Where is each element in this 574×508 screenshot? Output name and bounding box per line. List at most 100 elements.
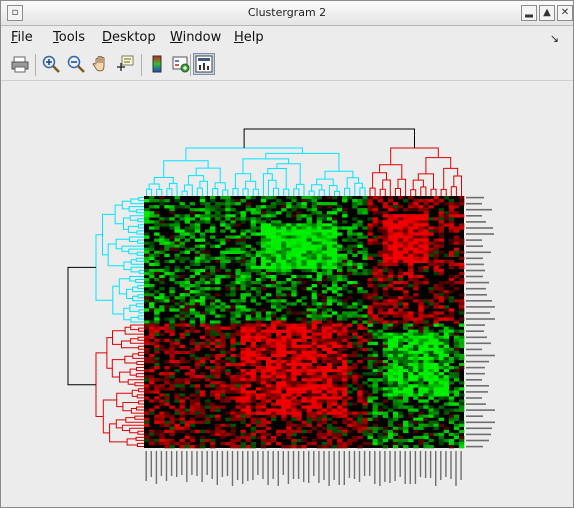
pan-icon[interactable] [91,54,111,74]
heatmap-cell [230,247,236,251]
window-menu-button[interactable]: ▫ [7,5,23,21]
heatmap-cell [250,256,257,261]
heatmap-cell [245,208,251,212]
heatmap-cell [149,326,155,330]
heatmap-cell [225,332,231,336]
heatmap-cell [179,359,185,364]
heatmap-cell [438,341,444,346]
heatmap-cell [377,411,384,415]
heatmap-cell [331,274,338,279]
heatmap-cell [433,305,439,309]
heatmap-cell [347,441,353,446]
heatmap-cell [438,290,444,294]
heatmap-cell [306,335,312,339]
heatmap-cell [276,329,282,333]
heatmap-cell [291,381,297,385]
heatmap-cell [377,311,384,315]
heatmap-cell [260,250,267,254]
heatmap-cell [164,402,170,406]
heatmap-cell [316,399,323,403]
row-label [466,354,495,357]
heatmap-cell [220,441,226,446]
heatmap-cell [154,308,160,312]
heatmap-cell [387,311,394,315]
heatmap-cell [296,423,302,428]
heatmap-cell [382,311,389,315]
heatmap-cell [347,311,353,315]
heatmap-cell [311,369,317,373]
heatmap-cell [316,393,323,397]
zoom-out-icon[interactable] [66,54,86,74]
heatmap-cell [392,414,399,418]
heatmap-cell [164,217,170,221]
heatmap-cell [316,205,323,209]
heatmap-cell [418,366,424,370]
heatmap-cell [311,405,317,409]
heatmap-cell [144,250,150,254]
heatmap-cell [403,317,409,321]
heatmap-cell [286,214,292,218]
heatmap-cell [372,277,378,282]
heatmap-cell [235,281,241,285]
heatmap-cell [154,378,160,382]
heatmap-cell [306,268,312,273]
maximize-button[interactable]: ▲ [539,5,555,21]
heatmap-cell [250,326,257,330]
heatmap-cell [392,405,399,409]
dock-arrow-icon[interactable]: ↘ [549,32,559,45]
heatmap-cell [230,223,236,227]
colorbar-icon[interactable] [147,54,167,74]
heatmap-cell [296,205,302,209]
heatmap-cell [408,256,414,261]
print-icon[interactable] [10,54,30,74]
heatmap-cell [382,432,389,437]
zoom-in-icon[interactable] [41,54,61,74]
clustergram-plot[interactable] [7,83,569,503]
heatmap-cell [154,414,160,418]
heatmap[interactable] [144,196,465,449]
minimize-button[interactable]: ▂ [521,5,537,21]
column-label [267,451,269,485]
heatmap-cell [204,217,211,221]
heatmap-cell [164,375,170,379]
data-cursor-icon[interactable] [115,54,135,74]
column-dendrogram-branch [184,184,193,196]
heatmap-cell [433,335,439,339]
heatmap-cell [418,399,424,403]
heatmap-cell [184,359,191,364]
row-dendrogram-branch [111,359,125,378]
figure-canvas[interactable] [7,83,569,503]
heatmap-cell [154,344,160,349]
heatmap-cell [377,262,384,267]
menu-window[interactable]: Window [170,30,222,45]
heatmap-cell [367,362,373,367]
heatmap-cell [184,229,191,233]
heatmap-cell [347,429,353,434]
menu-file[interactable]: File [11,30,33,45]
plot-tools-icon[interactable] [193,53,215,75]
heatmap-cell [342,344,348,349]
heatmap-cell [352,423,358,428]
heatmap-cell [245,235,251,239]
heatmap-cell [418,235,424,239]
heatmap-cell [159,220,165,224]
row-dendrogram-branch [136,251,144,256]
close-button[interactable]: ✕ [557,5,573,21]
heatmap-cell [433,293,439,297]
menu-desktop[interactable]: Desktop [102,30,156,45]
heatmap-cell [281,265,287,270]
heatmap-cell [270,268,277,273]
heatmap-cell [149,274,155,279]
heatmap-cell [347,244,353,248]
menu-help[interactable]: Help [234,30,264,45]
heatmap-cell [154,311,160,315]
heatmap-cell [428,199,434,203]
heatmap-cell [240,199,246,203]
insert-legend-icon[interactable] [171,54,191,74]
heatmap-cell [215,259,221,264]
menu-tools[interactable]: Tools [53,30,86,45]
heatmap-cell [174,220,180,224]
heatmap-cell [276,238,282,242]
heatmap-cell [291,429,297,434]
heatmap-cell [347,259,353,264]
